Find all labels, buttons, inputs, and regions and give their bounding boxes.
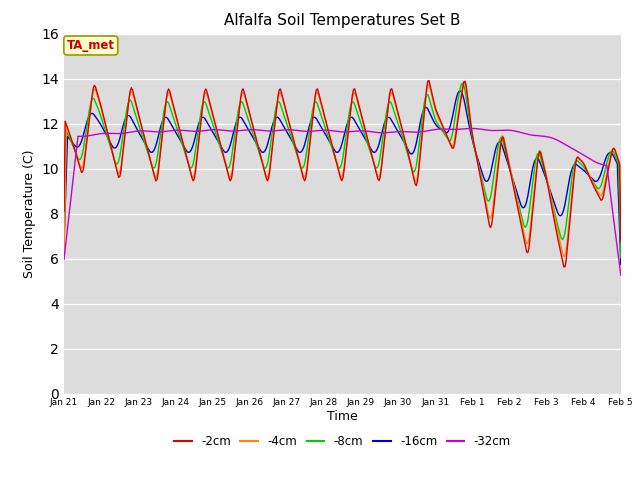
Text: TA_met: TA_met <box>67 39 115 52</box>
Legend: -2cm, -4cm, -8cm, -16cm, -32cm: -2cm, -4cm, -8cm, -16cm, -32cm <box>169 430 516 453</box>
X-axis label: Time: Time <box>327 410 358 423</box>
Title: Alfalfa Soil Temperatures Set B: Alfalfa Soil Temperatures Set B <box>224 13 461 28</box>
Y-axis label: Soil Temperature (C): Soil Temperature (C) <box>23 149 36 278</box>
